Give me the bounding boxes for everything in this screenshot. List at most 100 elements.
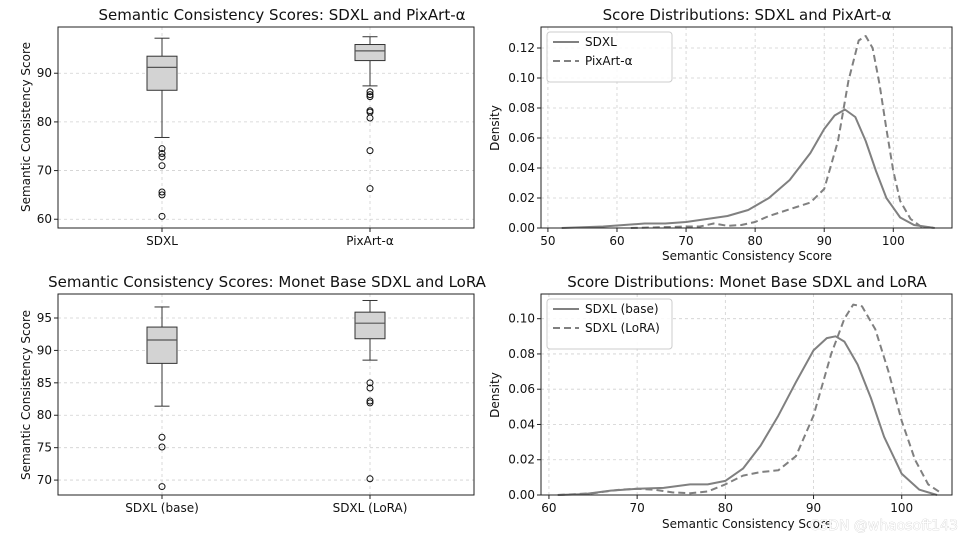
legend: SDXL (base) SDXL (LoRA) [546, 298, 673, 350]
panel-box-monet: Semantic Consistency Scores: Monet Base … [19, 273, 487, 515]
outlier-point [366, 397, 374, 405]
legend-label: PixArt-α [585, 54, 633, 68]
y-axis-label: Semantic Consistency Score [19, 42, 33, 212]
x-tick-label: 100 [890, 501, 913, 515]
legend-frame [546, 298, 673, 350]
legend-frame [546, 31, 673, 83]
series-line-sdxl [561, 108, 935, 229]
y-tick-label: 0.10 [508, 312, 535, 326]
y-tick-label: 0.08 [508, 347, 535, 361]
y-tick-label: 70 [37, 164, 52, 178]
watermark: CSDN @whaosoft143 [809, 518, 958, 534]
y-tick-label: 0.10 [508, 71, 535, 85]
outlier-point [158, 191, 166, 199]
y-tick-label: 0.12 [508, 41, 535, 55]
series-line-sdxl-lora- [557, 303, 942, 496]
y-tick-label: 0.08 [508, 101, 535, 115]
outlier-point [366, 185, 374, 193]
y-axis-label: Semantic Consistency Score [19, 310, 33, 480]
y-tick-label: 90 [37, 343, 52, 357]
y-tick-label: 95 [37, 311, 52, 325]
x-tick-label: 60 [541, 501, 556, 515]
y-axis-label: Density [488, 372, 502, 418]
x-tick-label: 80 [747, 234, 762, 248]
outlier-point [366, 399, 374, 407]
legend-label: SDXL (LoRA) [585, 321, 660, 335]
x-tick-label: SDXL (base) [125, 501, 199, 515]
y-tick-label: 70 [37, 473, 52, 487]
legend-label: SDXL (base) [585, 302, 659, 316]
outlier-point [158, 162, 166, 170]
y-tick-label: 85 [37, 376, 52, 390]
outlier-point [366, 91, 374, 99]
x-tick-label: 100 [882, 234, 905, 248]
outlier-point [366, 475, 374, 483]
outlier-point [158, 483, 166, 491]
x-tick-label: PixArt-α [346, 234, 394, 248]
legend: SDXL PixArt-α [546, 31, 673, 83]
x-tick-label: 90 [806, 501, 821, 515]
chart-title: Score Distributions: SDXL and PixArt-α [603, 6, 892, 24]
outlier-point [158, 433, 166, 441]
x-tick-label: SDXL [146, 234, 178, 248]
outlier-point [158, 153, 166, 161]
chart-title: Semantic Consistency Scores: Monet Base … [48, 273, 487, 291]
iqr-box [146, 326, 178, 364]
chart-title: Score Distributions: Monet Base SDXL and… [567, 273, 927, 291]
panel-box-sdxl-pixart: Semantic Consistency Scores: SDXL and Pi… [19, 6, 475, 248]
box-sdxl [146, 37, 178, 220]
x-tick-label: 60 [609, 234, 624, 248]
y-tick-label: 90 [37, 66, 52, 80]
outlier-point [158, 150, 166, 158]
y-tick-label: 0.00 [508, 488, 535, 502]
x-tick-label: 50 [540, 234, 555, 248]
x-tick-label: 70 [629, 501, 644, 515]
y-axis-label: Density [488, 105, 502, 151]
plot-area: 60 70 80 90 SDXL PixArt-α [37, 26, 475, 248]
x-axis-label: Semantic Consistency Score [662, 517, 832, 531]
y-tick-label: 80 [37, 115, 52, 129]
box-sdxl-base- [146, 306, 178, 491]
box-sdxl-lora- [354, 299, 386, 483]
series-line-sdxl-base- [557, 335, 938, 496]
axes-frame [540, 293, 953, 496]
box-pixart- [354, 36, 386, 193]
outlier-point [366, 147, 374, 155]
x-tick-label: 90 [817, 234, 832, 248]
iqr-box [354, 44, 386, 62]
y-tick-label: 0.00 [508, 221, 535, 235]
plot-area: 0.00 0.02 0.04 0.06 0.08 0.10 60 70 80 90 100 SDXL … [508, 293, 953, 515]
axes-frame [540, 26, 953, 229]
plot-area: 70 75 80 85 90 95 SDXL (base) SDXL (LoRA) [37, 293, 475, 515]
chart-title: Semantic Consistency Scores: SDXL and Pi… [98, 6, 465, 24]
y-tick-label: 0.02 [508, 191, 535, 205]
series-line-pixart- [630, 35, 935, 229]
y-tick-label: 0.04 [508, 161, 535, 175]
panel-density-monet: Score Distributions: Monet Base SDXL and… [488, 273, 953, 531]
y-tick-label: 0.04 [508, 417, 535, 431]
axes-frame [57, 293, 475, 496]
iqr-box [146, 55, 178, 91]
panel-density-sdxl-pixart: Score Distributions: SDXL and PixArt-α D… [488, 6, 953, 263]
outlier-point [158, 145, 166, 153]
y-tick-label: 75 [37, 441, 52, 455]
outlier-point [366, 88, 374, 96]
plot-area: 0.00 0.02 0.04 0.06 0.08 0.10 0.12 50 60 70 80 90 10… [508, 26, 953, 248]
outlier-point [366, 379, 374, 387]
x-tick-label: SDXL (LoRA) [333, 501, 408, 515]
iqr-box [354, 311, 386, 340]
x-tick-label: 70 [678, 234, 693, 248]
y-tick-label: 60 [37, 212, 52, 226]
y-tick-label: 0.06 [508, 131, 535, 145]
outlier-point [366, 93, 374, 101]
outlier-point [366, 384, 374, 392]
x-tick-label: 80 [718, 501, 733, 515]
x-axis-label: Semantic Consistency Score [662, 249, 832, 263]
y-tick-label: 0.02 [508, 453, 535, 467]
outlier-point [366, 114, 374, 122]
outlier-point [158, 443, 166, 451]
legend-label: SDXL [585, 35, 617, 49]
outlier-point [158, 212, 166, 220]
outlier-point [158, 188, 166, 196]
